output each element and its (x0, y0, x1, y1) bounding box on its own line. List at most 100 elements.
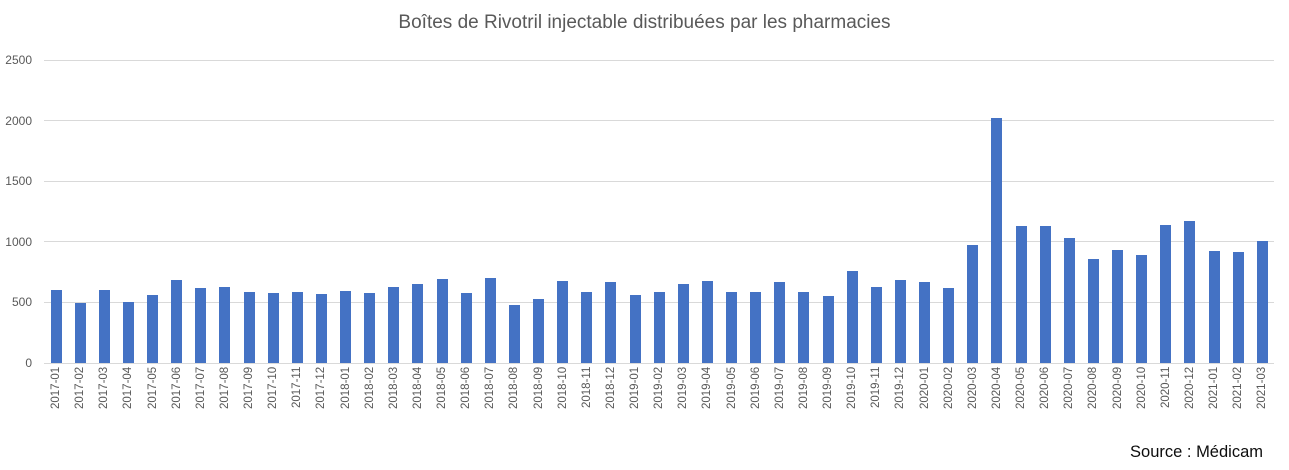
x-axis-tick-label: 2019-12 (894, 367, 907, 410)
bar-series (44, 60, 1274, 363)
bar-slot (599, 60, 623, 363)
bar (870, 286, 882, 363)
bar-slot (744, 60, 768, 363)
x-axis-tick-label: 2017-02 (74, 367, 87, 410)
x-axis-tick-label: 2020-12 (1183, 367, 1196, 410)
bar (629, 294, 641, 363)
bar-slot (913, 60, 937, 363)
bar-slot (961, 60, 985, 363)
bar-slot (985, 60, 1009, 363)
y-axis-tick-label: 500 (11, 295, 32, 310)
x-axis-tick-label: 2020-01 (918, 367, 931, 410)
bar (581, 291, 593, 363)
bar-slot (358, 60, 382, 363)
x-axis-tick-label: 2017-09 (243, 367, 256, 410)
bar (147, 294, 159, 363)
x-axis-tick-label: 2018-06 (460, 367, 473, 410)
bar (1160, 225, 1172, 363)
bar-slot (68, 60, 92, 363)
bar-slot (502, 60, 526, 363)
bar-slot (768, 60, 792, 363)
x-axis-tick-label: 2017-11 (291, 367, 304, 409)
x-axis-tick-label: 2020-09 (1111, 367, 1124, 410)
chart-title: Boîtes de Rivotril injectable distribuée… (398, 12, 891, 33)
x-axis-tick-label: 2019-03 (677, 367, 690, 410)
x-axis-tick-label: 2020-03 (966, 367, 979, 410)
bar (943, 287, 955, 363)
bar (364, 292, 376, 363)
bar (98, 290, 110, 363)
bar-slot (1081, 60, 1105, 363)
bar-slot (647, 60, 671, 363)
bar-slot (478, 60, 502, 363)
bar (508, 305, 520, 363)
x-axis-tick-label: 2017-06 (170, 367, 183, 410)
x-axis-tick-label: 2018-10 (556, 367, 569, 410)
bar-slot (1250, 60, 1274, 363)
bar-slot (165, 60, 189, 363)
bar (1015, 226, 1027, 363)
x-axis-tick-label: 2017-10 (267, 367, 280, 410)
bar (50, 289, 62, 363)
bar (388, 287, 400, 363)
bar (1184, 221, 1196, 363)
bar-slot (116, 60, 140, 363)
bar (701, 280, 713, 363)
x-axis-tick-label: 2017-04 (122, 367, 135, 410)
bar (894, 279, 906, 363)
gridline (44, 59, 1274, 61)
x-axis-tick-label: 2019-01 (629, 367, 642, 410)
bar (750, 291, 762, 363)
x-axis-tick-label: 2019-11 (870, 367, 883, 409)
bar-slot (334, 60, 358, 363)
x-axis-tick-label: 2020-05 (1015, 367, 1028, 410)
bar-slot (1226, 60, 1250, 363)
bar-slot (454, 60, 478, 363)
bar-slot (575, 60, 599, 363)
bar-slot (816, 60, 840, 363)
bar-slot (527, 60, 551, 363)
bar (967, 245, 979, 363)
bar (774, 282, 786, 363)
bar-slot (285, 60, 309, 363)
x-axis-tick-label: 2020-06 (1039, 367, 1052, 410)
x-axis-tick-label: 2020-11 (1159, 367, 1172, 409)
bar-slot (1057, 60, 1081, 363)
y-axis-tick-label: 2000 (5, 113, 32, 128)
bar-slot (1009, 60, 1033, 363)
bar-slot (213, 60, 237, 363)
bar-slot (937, 60, 961, 363)
bar (1136, 254, 1148, 363)
bar-slot (888, 60, 912, 363)
bar-slot (430, 60, 454, 363)
bar (122, 301, 134, 363)
y-axis-tick-label: 1000 (5, 234, 32, 249)
bar (653, 291, 665, 363)
x-axis-tick-label: 2018-08 (508, 367, 521, 410)
bar-slot (406, 60, 430, 363)
bar-slot (720, 60, 744, 363)
y-axis: 0 500 1000 1500 2000 2500 (0, 53, 32, 370)
y-axis-tick-label: 2500 (5, 53, 32, 67)
x-axis-tick-label: 2019-08 (797, 367, 810, 410)
bar (195, 287, 207, 363)
source-label: Source : Médicam (1130, 443, 1263, 461)
gridline (44, 120, 1274, 122)
bar (291, 291, 303, 363)
x-axis-tick-label: 2018-03 (387, 367, 400, 410)
bar-slot (92, 60, 116, 363)
bar (267, 292, 279, 363)
bar (605, 282, 617, 363)
bar-slot (189, 60, 213, 363)
x-axis-tick-label: 2018-02 (363, 367, 376, 410)
x-axis-tick-label: 2017-07 (194, 367, 207, 410)
bar (846, 270, 858, 363)
x-axis-tick-label: 2018-04 (411, 367, 424, 410)
x-axis-tick-label: 2018-01 (339, 367, 352, 410)
bar (460, 293, 472, 363)
bar (1112, 249, 1124, 363)
x-axis-tick-label: 2020-10 (1135, 367, 1148, 410)
x-axis-tick-label: 2017-03 (98, 367, 111, 410)
x-axis-tick-label: 2019-10 (846, 367, 859, 410)
